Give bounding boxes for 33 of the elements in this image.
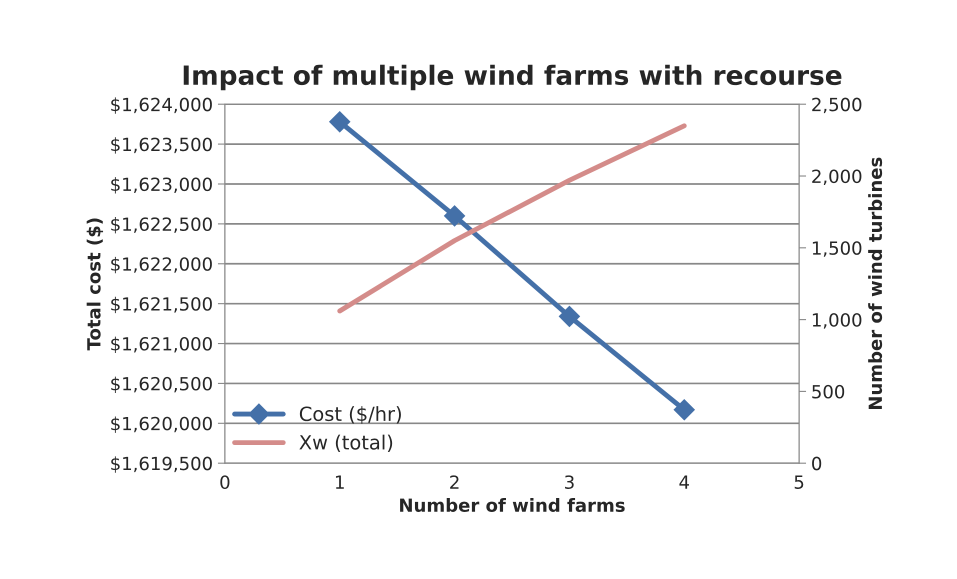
- legend-label: Xw (total): [299, 434, 392, 452]
- y-tick-label: $1,620,500: [111, 376, 212, 393]
- x-tick-label: 0: [220, 475, 230, 489]
- y2-axis-title: Number of wind turbines: [868, 158, 882, 410]
- x-tick-label: 4: [679, 476, 689, 489]
- x-tick-label: 1: [336, 476, 344, 489]
- y2-tick-label: 2,500: [812, 98, 862, 114]
- y2-tick-label: 1,000: [812, 313, 862, 329]
- point: [558, 306, 580, 327]
- point: [444, 205, 466, 226]
- line-series: [337, 123, 687, 314]
- legend-label: Cost ($/hr): [300, 406, 401, 424]
- y-tick-label: $1,620,000: [111, 416, 212, 433]
- x-axis-title: Number of wind farms: [400, 498, 625, 512]
- y2-tick-label: 500: [812, 384, 844, 399]
- x-tick-label: 3: [565, 475, 574, 489]
- y-axis-title: Total cost ($): [86, 218, 104, 350]
- x-tick-label: 2: [450, 475, 459, 489]
- x-tick-label: 5: [794, 476, 804, 489]
- y2-tick-label: 1,500: [812, 241, 862, 257]
- y-tick-label: $1,619,500: [111, 456, 212, 473]
- y2-tick-label: 0: [812, 456, 822, 470]
- point: [329, 111, 350, 132]
- y-tick-label: $1,623,500: [111, 137, 212, 154]
- y-tick-label: $1,621,000: [111, 336, 212, 354]
- chart-title: Impact of multiple wind farms with recourse: [184, 64, 842, 90]
- y-tick-label: $1,621,500: [111, 296, 212, 314]
- y2-tick-label: 2,000: [812, 169, 862, 185]
- y-tick-label: $1,622,500: [111, 217, 212, 234]
- y-tick-label: $1,624,000: [111, 97, 212, 114]
- point: [674, 399, 695, 420]
- y-tick-label: $1,622,000: [111, 256, 212, 274]
- y-tick-label: $1,623,000: [111, 177, 212, 194]
